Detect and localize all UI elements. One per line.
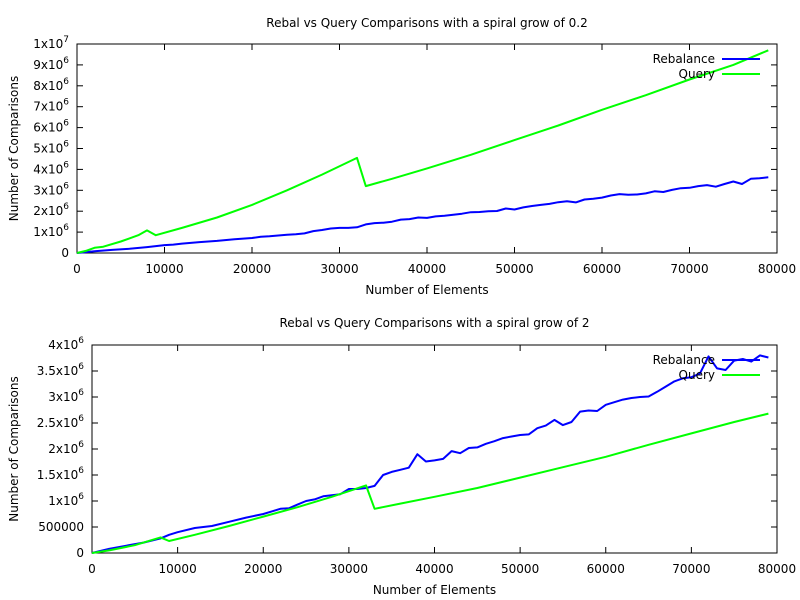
y-tick-mantissa: 1x10 [33,37,63,51]
y-tick-exponent: 6 [63,56,69,66]
y-axis-label: Number of Comparisons [7,376,21,522]
y-tick-mantissa: 2x10 [48,442,78,456]
y-tick-label: 6x106 [33,119,69,135]
y-tick-exponent: 6 [63,202,69,212]
x-axis-label: Number of Elements [365,283,488,297]
y-tick-mantissa: 0 [76,546,84,560]
series-line-rebalance [91,354,769,554]
y-tick-label: 2.5x106 [37,414,84,430]
chart-title: Rebal vs Query Comparisons with a spiral… [266,16,587,30]
series-line-query [76,49,769,254]
chart-1: Rebal vs Query Comparisons with a spiral… [7,16,796,297]
y-tick-label: 9x106 [33,56,69,72]
x-axis-label: Number of Elements [373,583,496,597]
y-tick-mantissa: 6x10 [33,121,63,135]
y-tick-mantissa: 5x10 [33,142,63,156]
y-tick-label: 7x106 [33,98,69,114]
x-tick-label: 60000 [583,262,621,276]
y-tick-exponent: 6 [78,414,84,424]
legend-label: Rebalance [653,52,715,66]
x-tick-label: 30000 [330,562,368,576]
y-tick-label: 4x106 [48,336,84,352]
plot-frame [76,43,778,254]
x-tick-label: 0 [73,262,81,276]
x-tick-label: 50000 [495,262,533,276]
y-tick-exponent: 6 [78,492,84,502]
x-tick-label: 0 [88,562,96,576]
chart-2: Rebal vs Query Comparisons with a spiral… [7,316,796,597]
legend-label: Query [679,368,715,382]
x-tick-label: 30000 [320,262,358,276]
y-tick-mantissa: 3.5x10 [37,364,78,378]
y-tick-label: 500000 [38,520,84,534]
y-tick-mantissa: 4x10 [48,338,78,352]
x-tick-label: 70000 [672,562,710,576]
y-tick-label: 1x106 [33,223,69,239]
legend-label: Rebalance [653,353,715,367]
y-tick-mantissa: 1.5x10 [37,468,78,482]
y-tick-exponent: 6 [78,466,84,476]
y-tick-exponent: 6 [63,223,69,233]
y-tick-mantissa: 1x10 [48,494,78,508]
y-tick-exponent: 6 [78,336,84,346]
x-tick-label: 80000 [758,562,796,576]
y-tick-mantissa: 7x10 [33,100,63,114]
y-tick-label: 0 [76,546,84,560]
series-line-query [91,412,769,554]
x-tick-label: 80000 [758,262,796,276]
x-tick-label: 60000 [587,562,625,576]
y-tick-label: 2x106 [48,440,84,456]
y-tick-label: 3x106 [33,181,69,197]
y-tick-label: 1x106 [48,492,84,508]
y-tick-exponent: 6 [63,160,69,170]
y-tick-label: 3.5x106 [37,362,84,378]
y-tick-label: 4x106 [33,160,69,176]
y-tick-mantissa: 8x10 [33,79,63,93]
y-tick-mantissa: 4x10 [33,162,63,176]
y-tick-label: 0 [61,246,69,260]
y-tick-exponent: 7 [63,35,69,45]
chart-title: Rebal vs Query Comparisons with a spiral… [279,316,589,330]
y-tick-exponent: 6 [78,440,84,450]
y-tick-exponent: 6 [63,77,69,87]
y-tick-exponent: 6 [63,119,69,129]
x-tick-label: 20000 [244,562,282,576]
y-tick-label: 3x106 [48,388,84,404]
y-tick-exponent: 6 [78,388,84,398]
y-tick-mantissa: 9x10 [33,58,63,72]
x-tick-label: 20000 [233,262,271,276]
y-tick-label: 1.5x106 [37,466,84,482]
y-tick-mantissa: 0 [61,246,69,260]
y-tick-mantissa: 3x10 [33,183,63,197]
y-tick-label: 1x107 [33,35,69,51]
series-line-rebalance [76,176,769,254]
y-tick-mantissa: 3x10 [48,390,78,404]
x-tick-label: 10000 [145,262,183,276]
y-tick-label: 5x106 [33,140,69,156]
x-tick-label: 40000 [408,262,446,276]
y-tick-exponent: 6 [63,140,69,150]
y-tick-mantissa: 500000 [38,520,84,534]
legend-label: Query [679,67,715,81]
y-tick-exponent: 6 [63,181,69,191]
x-tick-label: 70000 [670,262,708,276]
y-tick-exponent: 6 [78,362,84,372]
x-tick-label: 10000 [159,562,197,576]
y-tick-mantissa: 2.5x10 [37,416,78,430]
x-tick-label: 40000 [415,562,453,576]
y-axis-label: Number of Comparisons [7,76,21,222]
x-tick-label: 50000 [501,562,539,576]
y-tick-exponent: 6 [63,98,69,108]
y-tick-label: 2x106 [33,202,69,218]
y-tick-mantissa: 1x10 [33,225,63,239]
plot-frame [91,344,778,554]
y-tick-label: 8x106 [33,77,69,93]
y-tick-mantissa: 2x10 [33,204,63,218]
